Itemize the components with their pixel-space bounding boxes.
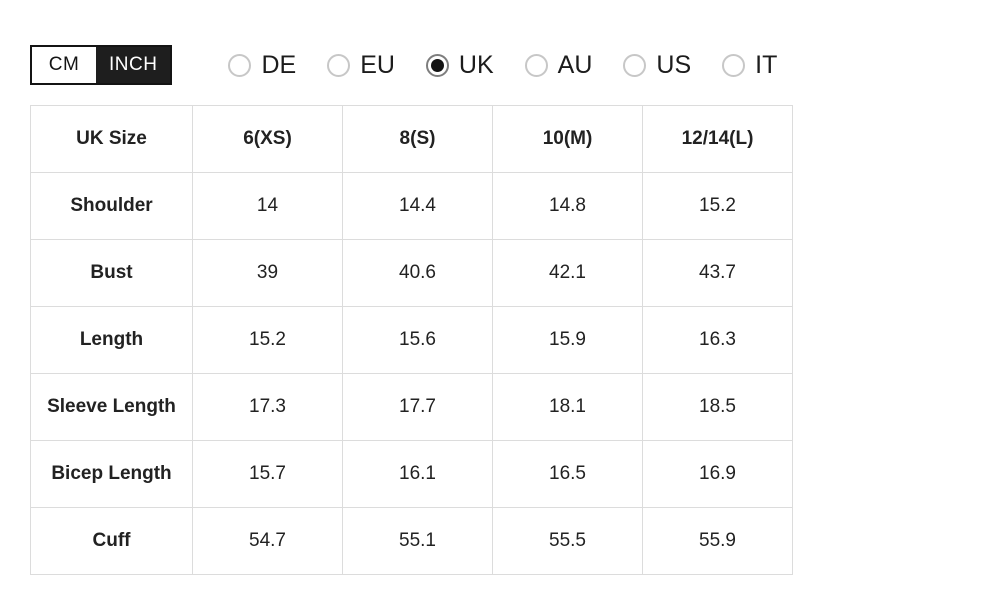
region-radio-label: DE	[261, 50, 297, 79]
measurement-value-cell: 15.6	[342, 306, 493, 374]
measurement-value-cell: 16.9	[642, 440, 793, 508]
measurement-value-cell: 16.5	[492, 440, 643, 508]
measurement-value-cell: 15.9	[492, 306, 643, 374]
measurement-value-cell: 18.1	[492, 373, 643, 441]
table-row: Shoulder 14 14.4 14.8 15.2	[30, 172, 793, 240]
size-column-header: 8(S)	[342, 105, 493, 173]
measurement-value-cell: 15.7	[192, 440, 343, 508]
size-chart-toolbar: CM INCH DE EU UK AU US IT	[30, 45, 777, 85]
size-table-corner-header: UK Size	[30, 105, 193, 173]
size-table-body: Shoulder 14 14.4 14.8 15.2 Bust 39 40.6 42.1 43.7…	[30, 172, 793, 575]
measurement-value-cell: 14.8	[492, 172, 643, 240]
measurement-value-cell: 17.3	[192, 373, 343, 441]
measurement-value-cell: 15.2	[192, 306, 343, 374]
measurement-value-cell: 39	[192, 239, 343, 307]
table-row: Cuff 54.7 55.1 55.5 55.9	[30, 507, 793, 575]
table-row: Sleeve Length 17.3 17.7 18.1 18.5	[30, 373, 793, 441]
radio-unselected-icon[interactable]	[623, 53, 647, 77]
region-radio-label: IT	[755, 50, 778, 79]
measurement-row-label: Cuff	[30, 507, 193, 575]
measurement-value-cell: 55.5	[492, 507, 643, 575]
measurement-value-cell: 42.1	[492, 239, 643, 307]
region-radio-us[interactable]: US	[623, 51, 691, 80]
measurement-row-label: Bust	[30, 239, 193, 307]
size-column-header: 10(M)	[492, 105, 643, 173]
measurement-value-cell: 16.1	[342, 440, 493, 508]
measurement-value-cell: 54.7	[192, 507, 343, 575]
unit-option-cm[interactable]: CM	[32, 47, 96, 83]
radio-unselected-icon[interactable]	[722, 53, 746, 77]
size-table: UK Size 6(XS) 8(S) 10(M) 12/14(L) Shoulder 14…	[30, 105, 793, 575]
size-table-header: UK Size 6(XS) 8(S) 10(M) 12/14(L)	[30, 105, 793, 173]
measurement-value-cell: 43.7	[642, 239, 793, 307]
region-radio-label: EU	[360, 50, 395, 79]
measurement-value-cell: 55.1	[342, 507, 493, 575]
measurement-value-cell: 15.2	[642, 172, 793, 240]
unit-toggle: CM INCH	[30, 45, 173, 85]
measurement-value-cell: 16.3	[642, 306, 793, 374]
region-radio-label: US	[656, 50, 692, 79]
region-radio-de[interactable]: DE	[228, 51, 296, 80]
measurement-value-cell: 14.4	[342, 172, 493, 240]
measurement-row-label: Length	[30, 306, 193, 374]
measurement-value-cell: 14	[192, 172, 343, 240]
region-radio-it[interactable]: IT	[722, 51, 777, 80]
region-radio-label: AU	[557, 50, 593, 79]
measurement-row-label: Bicep Length	[30, 440, 193, 508]
region-radio-label: UK	[458, 50, 494, 79]
radio-selected-icon[interactable]	[425, 53, 449, 77]
measurement-row-label: Shoulder	[30, 172, 193, 240]
region-radio-au[interactable]: AU	[524, 50, 593, 80]
region-radio-group: DE EU UK AU US IT	[228, 51, 777, 80]
radio-unselected-icon[interactable]	[327, 53, 351, 77]
region-radio-eu[interactable]: EU	[327, 51, 395, 80]
measurement-row-label: Sleeve Length	[30, 373, 193, 441]
unit-option-inch[interactable]: INCH	[96, 47, 171, 83]
table-row: Bust 39 40.6 42.1 43.7	[30, 239, 793, 307]
size-column-header: 6(XS)	[192, 105, 343, 173]
radio-unselected-icon[interactable]	[524, 53, 548, 77]
size-table-header-row: UK Size 6(XS) 8(S) 10(M) 12/14(L)	[30, 105, 793, 173]
size-column-header: 12/14(L)	[642, 105, 793, 173]
measurement-value-cell: 40.6	[342, 239, 493, 307]
table-row: Bicep Length 15.7 16.1 16.5 16.9	[30, 440, 793, 508]
radio-unselected-icon[interactable]	[228, 53, 252, 77]
region-radio-uk[interactable]: UK	[425, 50, 494, 80]
measurement-value-cell: 17.7	[342, 373, 493, 441]
measurement-value-cell: 55.9	[642, 507, 793, 575]
measurement-value-cell: 18.5	[642, 373, 793, 441]
table-row: Length 15.2 15.6 15.9 16.3	[30, 306, 793, 374]
